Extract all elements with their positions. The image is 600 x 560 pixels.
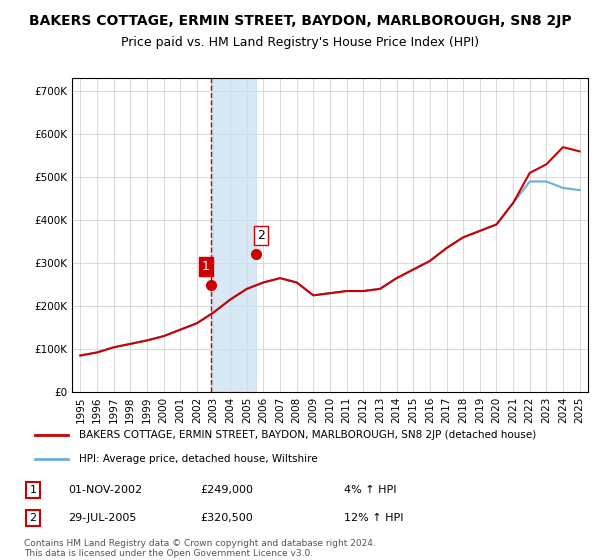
- Text: 2: 2: [257, 229, 265, 242]
- Text: BAKERS COTTAGE, ERMIN STREET, BAYDON, MARLBOROUGH, SN8 2JP: BAKERS COTTAGE, ERMIN STREET, BAYDON, MA…: [29, 14, 571, 28]
- Text: 29-JUL-2005: 29-JUL-2005: [68, 513, 137, 523]
- Text: 01-NOV-2002: 01-NOV-2002: [68, 485, 142, 495]
- Text: 2: 2: [29, 513, 37, 523]
- Text: HPI: Average price, detached house, Wiltshire: HPI: Average price, detached house, Wilt…: [79, 454, 318, 464]
- Text: Price paid vs. HM Land Registry's House Price Index (HPI): Price paid vs. HM Land Registry's House …: [121, 36, 479, 49]
- Text: BAKERS COTTAGE, ERMIN STREET, BAYDON, MARLBOROUGH, SN8 2JP (detached house): BAKERS COTTAGE, ERMIN STREET, BAYDON, MA…: [79, 430, 536, 440]
- Text: 4% ↑ HPI: 4% ↑ HPI: [344, 485, 397, 495]
- Text: £320,500: £320,500: [200, 513, 253, 523]
- Bar: [211, 78, 256, 392]
- Text: Contains HM Land Registry data © Crown copyright and database right 2024.
This d: Contains HM Land Registry data © Crown c…: [24, 539, 376, 558]
- Text: 1: 1: [202, 260, 209, 273]
- Text: 12% ↑ HPI: 12% ↑ HPI: [344, 513, 404, 523]
- Text: 1: 1: [29, 485, 37, 495]
- Text: £249,000: £249,000: [200, 485, 254, 495]
